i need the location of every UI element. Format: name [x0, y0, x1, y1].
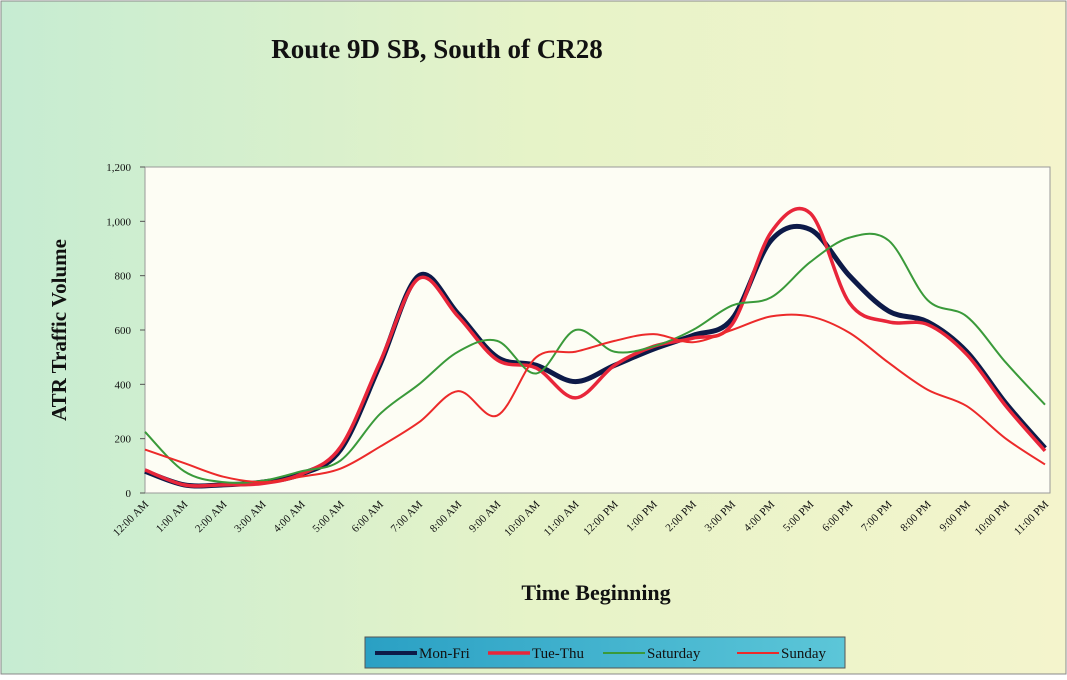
series-line	[144, 232, 1046, 484]
y-tick-label: 600	[115, 325, 132, 337]
legend-label: Tue-Thu	[532, 646, 584, 662]
legend-label: Saturday	[647, 646, 701, 662]
y-tick-label: 0	[126, 488, 132, 500]
y-tick-label: 1,200	[106, 162, 131, 174]
chart-title: Route 9D SB, South of CR28	[271, 34, 603, 64]
plot-area	[144, 166, 1051, 494]
y-axis-label: ATR Traffic Volume	[47, 239, 71, 421]
series-line	[144, 206, 1047, 488]
y-tick-label: 1,000	[106, 216, 131, 228]
legend-label: Mon-Fri	[419, 646, 470, 662]
y-tick-label: 800	[115, 271, 132, 283]
y-tick-label: 400	[115, 379, 132, 391]
x-axis-label: Time Beginning	[521, 580, 670, 605]
series-line	[144, 313, 1046, 484]
y-tick-label: 200	[115, 434, 132, 446]
legend-label: Sunday	[781, 646, 827, 662]
